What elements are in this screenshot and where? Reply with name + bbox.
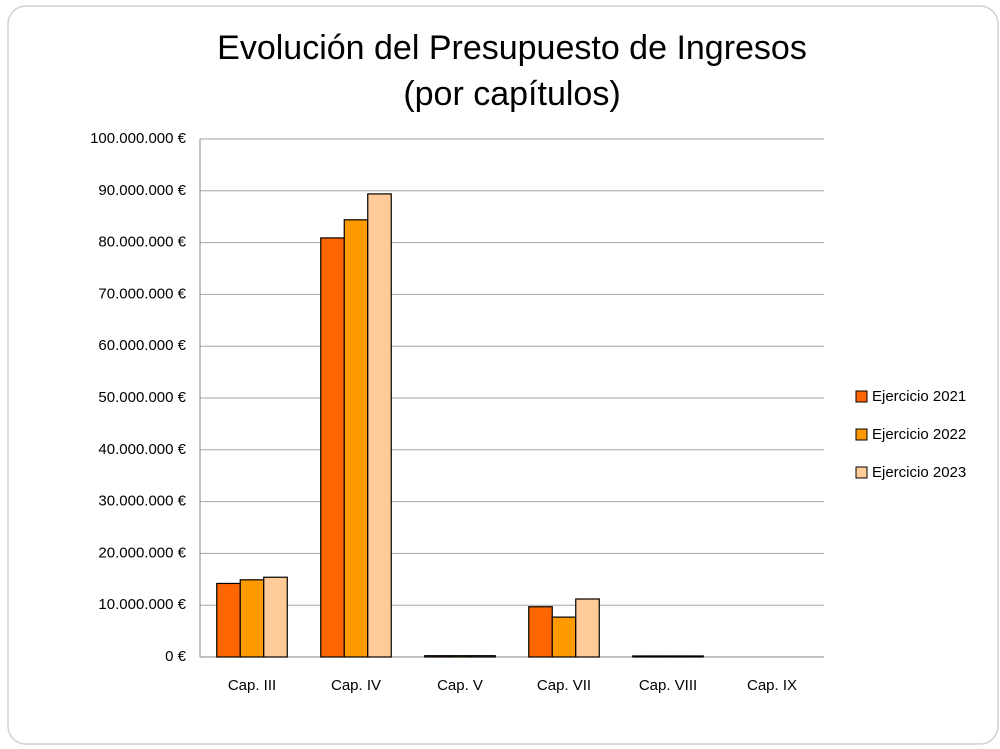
bar xyxy=(367,193,392,658)
y-tick-label: 0 € xyxy=(165,648,187,665)
chart-title: (por capítulos) xyxy=(403,75,620,113)
legend-label: Ejercicio 2021 xyxy=(872,388,966,405)
bar xyxy=(655,655,681,658)
y-tick-label: 50.000.000 € xyxy=(98,389,186,406)
legend-swatch xyxy=(855,390,868,403)
bar xyxy=(471,655,496,658)
x-tick-label: Cap. IV xyxy=(331,677,381,694)
slide-frame xyxy=(7,5,999,745)
bar xyxy=(575,598,600,658)
bar xyxy=(263,576,288,658)
y-tick-label: 40.000.000 € xyxy=(98,441,186,458)
legend-swatch xyxy=(855,428,868,441)
legend-label: Ejercicio 2022 xyxy=(872,426,966,443)
bar xyxy=(551,616,577,658)
y-tick-label: 70.000.000 € xyxy=(98,285,186,302)
y-tick-label: 20.000.000 € xyxy=(98,544,186,561)
y-tick-label: 90.000.000 € xyxy=(98,182,186,199)
y-tick-label: 30.000.000 € xyxy=(98,493,186,510)
y-tick-label: 80.000.000 € xyxy=(98,234,186,251)
legend-swatch xyxy=(855,466,868,479)
x-tick-label: Cap. VII xyxy=(537,677,591,694)
chart-title: Evolución del Presupuesto de Ingresos xyxy=(217,29,807,67)
y-tick-label: 60.000.000 € xyxy=(98,337,186,354)
bar xyxy=(239,579,265,658)
x-tick-label: Cap. VIII xyxy=(639,677,697,694)
bar xyxy=(447,655,473,658)
x-tick-label: Cap. V xyxy=(437,677,483,694)
bar xyxy=(216,582,241,658)
x-tick-label: Cap. III xyxy=(228,677,276,694)
y-tick-label: 10.000.000 € xyxy=(98,596,186,613)
bar xyxy=(679,655,704,658)
bar xyxy=(528,606,553,658)
bar xyxy=(632,655,657,658)
bar xyxy=(320,237,345,658)
bar xyxy=(424,655,449,658)
x-tick-label: Cap. IX xyxy=(747,677,797,694)
y-tick-label: 100.000.000 € xyxy=(90,130,187,147)
legend-label: Ejercicio 2023 xyxy=(872,464,966,481)
bar xyxy=(343,219,369,658)
